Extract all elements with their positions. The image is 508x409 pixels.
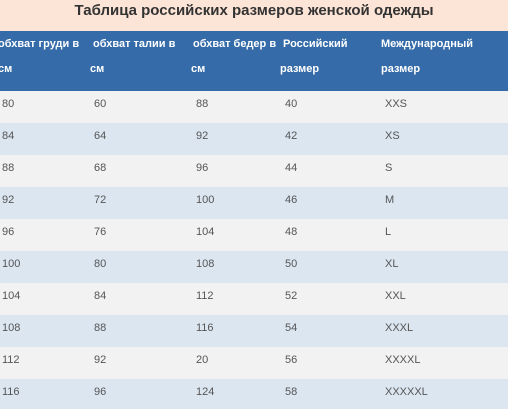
cell-waist: 64 <box>94 130 107 142</box>
cell-chest: 116 <box>2 386 20 398</box>
header-chest-line1: обхват груди в <box>0 38 80 50</box>
cell-hips: 116 <box>196 322 214 334</box>
cell-waist: 84 <box>94 290 107 302</box>
cell-chest: 104 <box>2 290 21 302</box>
cell-russian-size: 40 <box>285 98 298 110</box>
cell-hips: 112 <box>196 290 214 302</box>
cell-waist: 92 <box>94 354 107 366</box>
table-row: 100 80 108 50 XL <box>0 251 508 283</box>
cell-international-size: L <box>385 226 392 238</box>
cell-chest: 80 <box>2 98 15 110</box>
table-row: 88 68 96 44 S <box>0 155 508 187</box>
cell-russian-size: 48 <box>285 226 298 238</box>
table-row: 116 96 124 58 XXXXXL <box>0 379 508 409</box>
table-row: 112 92 20 56 XXXXL <box>0 347 508 379</box>
cell-hips: 100 <box>196 194 215 206</box>
cell-international-size: XXXXXL <box>385 386 428 398</box>
cell-international-size: XXL <box>385 290 406 302</box>
cell-waist: 80 <box>94 258 107 270</box>
table-row: 80 60 88 40 XXS <box>0 91 508 123</box>
header-waist-line1: обхват талии в <box>93 38 176 50</box>
cell-russian-size: 58 <box>285 386 298 398</box>
cell-chest: 100 <box>2 258 21 270</box>
cell-russian-size: 52 <box>285 290 298 302</box>
cell-international-size: XS <box>385 130 400 142</box>
table-row: 104 84 112 52 XXL <box>0 283 508 315</box>
table-row: 108 88 116 54 XXXL <box>0 315 508 347</box>
cell-chest: 96 <box>2 226 15 238</box>
cell-hips: 124 <box>196 386 215 398</box>
table-header: обхват груди в см обхват талии в см обхв… <box>0 31 508 91</box>
cell-russian-size: 56 <box>285 354 298 366</box>
cell-international-size: XXXL <box>385 322 414 334</box>
cell-russian-size: 54 <box>285 322 298 334</box>
table-row: 84 64 92 42 XS <box>0 123 508 155</box>
table-row: 92 72 100 46 M <box>0 187 508 219</box>
cell-international-size: S <box>385 162 393 174</box>
header-hips-line2: см <box>191 63 206 75</box>
cell-waist: 76 <box>94 226 107 238</box>
header-waist-line2: см <box>90 63 105 75</box>
cell-russian-size: 42 <box>285 130 298 142</box>
page-title: Таблица российских размеров женской одеж… <box>74 2 434 19</box>
cell-hips: 108 <box>196 258 215 270</box>
cell-russian-size: 46 <box>285 194 298 206</box>
cell-waist: 68 <box>94 162 107 174</box>
cell-waist: 88 <box>94 322 107 334</box>
cell-chest: 92 <box>2 194 15 206</box>
cell-chest: 84 <box>2 130 15 142</box>
cell-hips: 20 <box>196 354 209 366</box>
header-russian-line1: Российский <box>283 38 348 50</box>
cell-hips: 96 <box>196 162 209 174</box>
title-bar: Таблица российских размеров женской одеж… <box>0 0 508 31</box>
cell-russian-size: 50 <box>285 258 298 270</box>
cell-waist: 60 <box>94 98 107 110</box>
cell-chest: 112 <box>2 354 20 366</box>
cell-waist: 96 <box>94 386 107 398</box>
cell-chest: 88 <box>2 162 15 174</box>
table-row: 96 76 104 48 L <box>0 219 508 251</box>
cell-hips: 92 <box>196 130 209 142</box>
cell-russian-size: 44 <box>285 162 298 174</box>
header-international-line2: размер <box>381 63 421 75</box>
cell-hips: 88 <box>196 98 209 110</box>
cell-international-size: XXS <box>385 98 408 110</box>
cell-chest: 108 <box>2 322 21 334</box>
header-hips-line1: обхват бедер в <box>193 38 277 50</box>
cell-waist: 72 <box>94 194 107 206</box>
header-russian-line2: размер <box>280 63 320 75</box>
cell-international-size: XXXXL <box>385 354 421 366</box>
cell-hips: 104 <box>196 226 215 238</box>
header-chest-line2: см <box>0 63 13 75</box>
cell-international-size: M <box>385 194 395 206</box>
cell-international-size: XL <box>385 258 399 270</box>
header-international-line1: Международный <box>381 38 474 50</box>
